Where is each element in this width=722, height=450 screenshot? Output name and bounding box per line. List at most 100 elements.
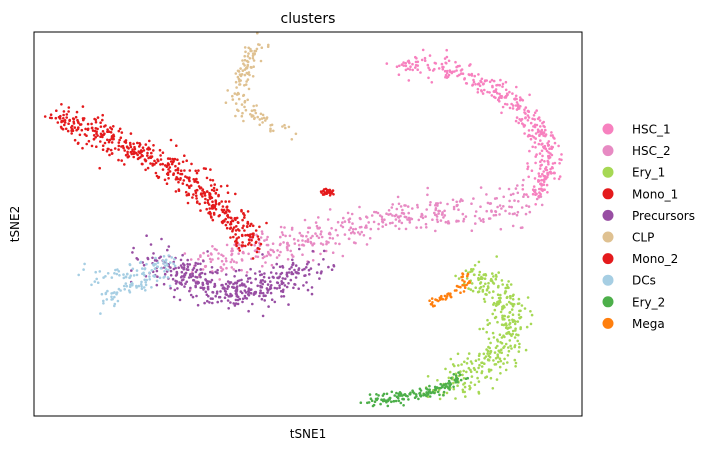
data-point [365, 243, 369, 246]
data-point [474, 286, 478, 290]
data-point [231, 94, 234, 98]
data-point [481, 82, 485, 86]
data-point [328, 231, 332, 235]
data-point [282, 241, 285, 244]
data-point [211, 258, 214, 261]
data-point [222, 208, 226, 212]
data-point [225, 259, 228, 263]
series-ery-1 [422, 255, 534, 401]
data-point [77, 126, 80, 129]
data-point [310, 292, 314, 296]
data-point [290, 138, 294, 141]
data-point [496, 353, 500, 357]
data-point [226, 220, 229, 224]
data-point [187, 178, 191, 181]
data-point [418, 387, 422, 391]
data-point [106, 147, 110, 151]
data-point [521, 226, 524, 229]
data-point [494, 363, 498, 366]
data-point [169, 138, 173, 142]
data-point [117, 270, 121, 273]
data-point [199, 268, 202, 271]
data-point [191, 196, 194, 199]
data-point [266, 235, 269, 239]
data-point [503, 335, 506, 339]
data-point [331, 237, 335, 240]
data-point [161, 151, 165, 154]
data-point [499, 372, 502, 375]
data-point [271, 242, 275, 245]
data-point [532, 114, 536, 117]
legend-marker-clp [602, 231, 614, 243]
data-point [528, 210, 532, 214]
data-point [194, 275, 197, 279]
data-point [298, 247, 301, 251]
data-point [71, 129, 75, 132]
data-point [505, 303, 509, 306]
data-point [407, 211, 411, 215]
data-point [461, 272, 464, 275]
data-point [516, 339, 519, 343]
data-point [427, 76, 430, 80]
data-point [447, 386, 450, 390]
data-point [241, 226, 244, 230]
data-point [508, 319, 511, 322]
data-point [305, 266, 308, 269]
data-point [155, 269, 159, 273]
data-point [517, 333, 520, 337]
data-point [232, 226, 236, 229]
data-point [96, 281, 100, 285]
data-point [117, 287, 121, 291]
data-point [491, 272, 494, 275]
data-point [179, 169, 183, 172]
data-point [250, 243, 253, 247]
data-point [251, 52, 255, 55]
data-point [510, 347, 513, 350]
data-point [254, 229, 258, 232]
data-point [514, 119, 518, 123]
data-point [241, 244, 245, 247]
data-point [397, 227, 401, 231]
data-point [172, 160, 175, 163]
data-point [511, 104, 515, 107]
data-point [322, 249, 326, 253]
data-point [473, 273, 476, 277]
data-point [543, 125, 546, 129]
data-point [226, 287, 229, 291]
legend-marker-hsc-1 [602, 123, 614, 135]
data-point [547, 160, 550, 164]
data-point [525, 204, 528, 207]
data-point [426, 375, 430, 378]
data-point [305, 235, 308, 238]
data-point [311, 249, 315, 253]
data-point [408, 61, 411, 65]
data-point [293, 242, 297, 245]
data-point [421, 48, 425, 52]
data-point [332, 193, 335, 196]
data-point [319, 232, 323, 236]
data-point [101, 118, 104, 122]
data-point [167, 254, 170, 257]
data-point [492, 301, 496, 305]
data-point [210, 188, 214, 192]
data-point [511, 298, 515, 301]
data-point [166, 162, 170, 165]
data-point [239, 67, 242, 70]
data-point [423, 56, 427, 60]
data-point [487, 359, 491, 362]
data-point [524, 116, 527, 120]
data-point [223, 296, 227, 300]
data-point [112, 135, 115, 138]
data-point [90, 126, 94, 130]
data-point [224, 101, 228, 104]
data-point [237, 252, 240, 255]
data-point [211, 179, 215, 182]
data-point [55, 109, 58, 112]
data-point [381, 225, 385, 228]
data-point [224, 223, 228, 227]
data-point [165, 165, 169, 168]
data-point [433, 213, 437, 217]
data-point [257, 250, 261, 254]
data-point [466, 357, 470, 360]
data-point [342, 216, 345, 220]
